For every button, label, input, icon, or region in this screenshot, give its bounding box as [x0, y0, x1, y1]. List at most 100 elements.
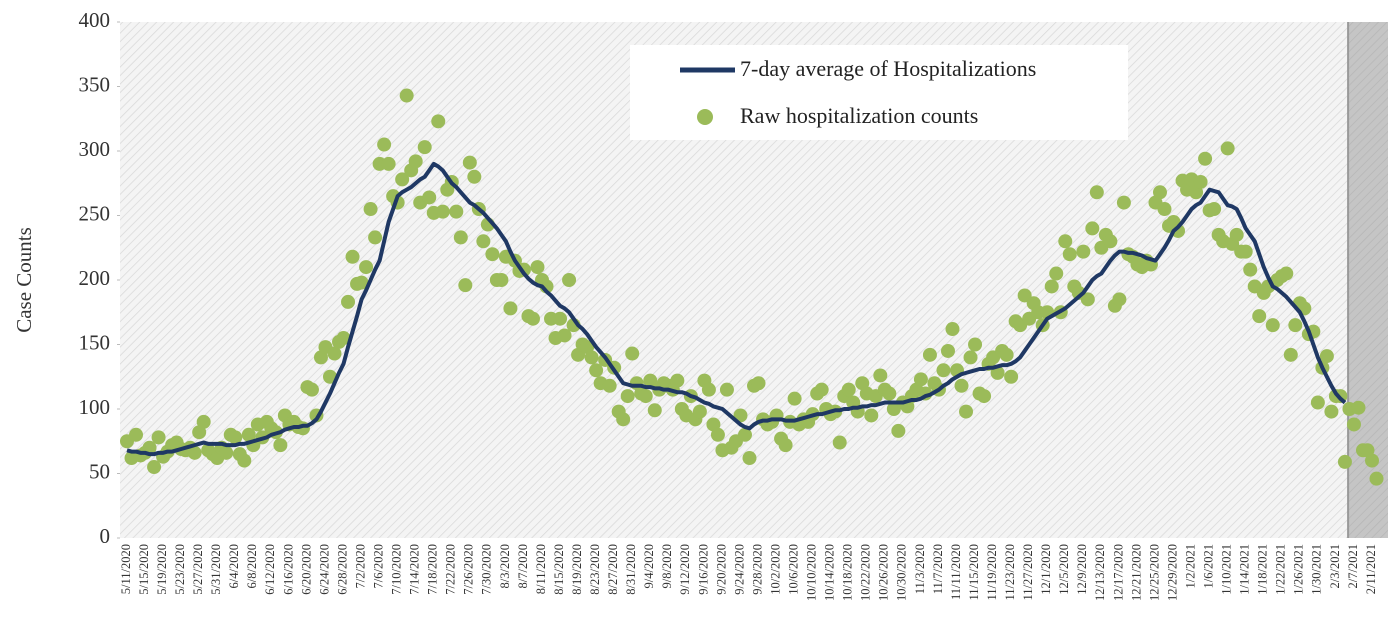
x-tick-label: 12/9/2020	[1075, 544, 1089, 595]
x-tick-label: 2/11/2021	[1364, 544, 1378, 594]
x-tick-label: 1/6/2021	[1201, 544, 1215, 588]
x-tick-label: 10/26/2020	[877, 544, 891, 601]
x-tick-label: 1/14/2021	[1238, 544, 1252, 595]
data-point	[1058, 234, 1073, 249]
data-point	[485, 247, 500, 262]
x-tick-label: 12/1/2020	[1039, 544, 1053, 595]
data-point	[147, 460, 162, 475]
data-point	[913, 372, 928, 387]
y-tick-label: 150	[79, 330, 111, 354]
legend-dot	[697, 109, 713, 125]
y-tick-label: 300	[79, 137, 111, 161]
data-point	[129, 427, 144, 442]
data-point	[417, 140, 432, 155]
data-point	[503, 301, 518, 316]
x-tick-label: 11/19/2020	[985, 544, 999, 600]
line-series	[126, 161, 1347, 457]
x-tick-label: 7/6/2020	[371, 544, 385, 588]
data-point	[368, 230, 383, 245]
data-point	[1369, 471, 1384, 486]
data-point	[1080, 292, 1095, 307]
x-tick-label: 1/10/2021	[1220, 544, 1234, 595]
data-point	[1265, 318, 1280, 333]
data-point	[354, 275, 369, 290]
x-tick-label: 7/10/2020	[390, 544, 404, 595]
data-point	[476, 234, 491, 249]
x-tick-label: 8/31/2020	[624, 544, 638, 595]
x-tick-label: 11/15/2020	[967, 544, 981, 600]
data-point	[643, 373, 658, 388]
marks: 0 50 100 150 200 250 300 350 400 5/11/2020 5/15/20…	[79, 8, 1388, 601]
x-tick-label: 12/17/2020	[1111, 544, 1125, 601]
data-point	[584, 350, 599, 365]
data-point	[1004, 369, 1019, 384]
x-tick-label: 9/24/2020	[732, 544, 746, 595]
x-tick-label: 6/20/2020	[299, 544, 313, 595]
data-point	[1252, 309, 1267, 324]
data-point	[1229, 227, 1244, 242]
data-point	[1238, 244, 1253, 259]
x-tick-label: 11/3/2020	[913, 544, 927, 594]
x-tick-label: 5/31/2020	[209, 544, 223, 595]
data-point	[525, 311, 540, 326]
legend-label: Raw hospitalization counts	[740, 103, 978, 128]
y-tick-label: 0	[100, 524, 111, 548]
x-tick-label: 5/15/2020	[137, 544, 151, 595]
x-tick-label: 10/10/2020	[805, 544, 819, 601]
data-point	[228, 430, 243, 445]
data-point	[882, 386, 897, 401]
data-point	[638, 389, 653, 404]
x-tick-label: 10/30/2020	[895, 544, 909, 601]
data-point	[620, 389, 635, 404]
data-point	[999, 347, 1014, 362]
data-point	[377, 137, 392, 152]
data-point	[151, 430, 166, 445]
data-point	[1157, 202, 1172, 217]
data-point	[431, 114, 446, 129]
data-point	[462, 155, 477, 170]
x-tick-label: 7/18/2020	[426, 544, 440, 595]
legend-label: 7-day average of Hospitalizations	[740, 56, 1036, 81]
x-tick-label: 6/4/2020	[227, 544, 241, 588]
x-tick-label: 11/27/2020	[1021, 544, 1035, 600]
data-point	[940, 343, 955, 358]
x-tick-label: 11/23/2020	[1003, 544, 1017, 600]
x-tick-label: 8/27/2020	[606, 544, 620, 595]
data-point	[1337, 454, 1352, 469]
data-point	[327, 346, 342, 361]
data-point	[1319, 349, 1334, 364]
data-point	[751, 376, 766, 391]
data-point	[1152, 185, 1167, 200]
x-tick-label: 8/23/2020	[588, 544, 602, 595]
x-tick-label: 7/2/2020	[353, 544, 367, 588]
x-tick-label: 7/14/2020	[408, 544, 422, 595]
data-point	[589, 363, 604, 378]
data-point	[1243, 262, 1258, 277]
legend: 7-day average of Hospitalizations Raw ho…	[630, 45, 1128, 140]
data-point	[977, 389, 992, 404]
x-tick-label: 6/16/2020	[281, 544, 295, 595]
x-tick-label: 10/2/2020	[768, 544, 782, 595]
x-tick-label: 1/22/2021	[1274, 544, 1288, 595]
x-tick-label: 8/11/2020	[534, 544, 548, 594]
x-tick-label: 12/13/2020	[1093, 544, 1107, 601]
data-point	[345, 249, 360, 264]
x-tick-label: 9/4/2020	[642, 544, 656, 588]
x-tick-label: 6/12/2020	[263, 544, 277, 595]
x-tick-label: 12/21/2020	[1129, 544, 1143, 601]
data-point	[1310, 395, 1325, 410]
y-tick-label: 100	[79, 395, 111, 419]
data-point	[616, 412, 631, 427]
data-point	[336, 331, 351, 346]
data-point	[1116, 195, 1131, 210]
data-point	[778, 438, 793, 453]
data-point	[841, 382, 856, 397]
data-point	[1193, 174, 1208, 189]
data-point	[891, 423, 906, 438]
data-point	[408, 154, 423, 169]
data-point	[553, 311, 568, 326]
data-point	[399, 88, 414, 103]
data-point	[701, 382, 716, 397]
data-point	[647, 403, 662, 418]
